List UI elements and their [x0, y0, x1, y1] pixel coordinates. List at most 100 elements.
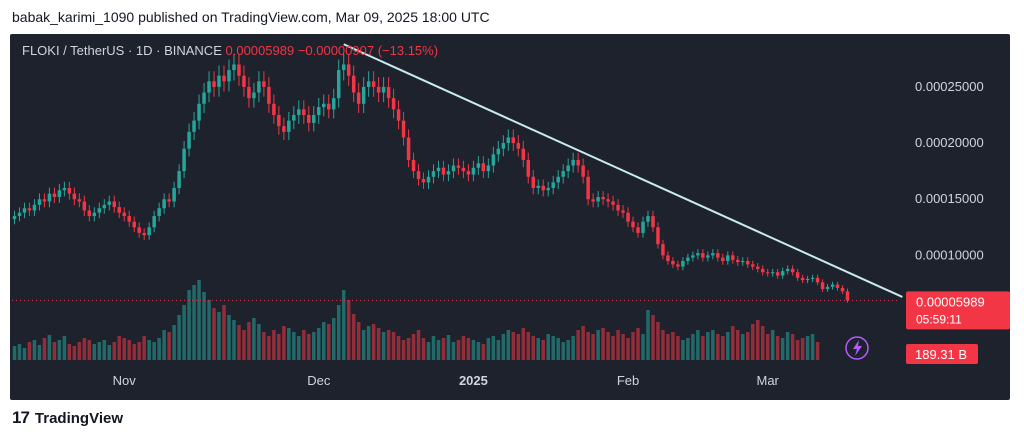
candle-body	[57, 190, 62, 197]
candle-body	[426, 176, 431, 183]
x-tick-label: Feb	[617, 373, 639, 388]
candle-body	[47, 193, 52, 202]
footer-brand[interactable]: 17 TradingView	[12, 408, 123, 428]
candle-body	[227, 70, 231, 82]
candle-body	[661, 244, 665, 256]
volume-bar	[217, 312, 221, 360]
candle-body	[207, 81, 211, 93]
volume-bar	[162, 330, 166, 360]
candle-body	[566, 165, 570, 172]
volume-bar	[396, 336, 401, 360]
volume-bar	[626, 338, 630, 360]
candle-body	[496, 148, 501, 155]
volume-bar	[556, 338, 560, 360]
candle-body	[32, 204, 37, 211]
trendline	[343, 43, 903, 298]
candle-body	[526, 159, 531, 177]
volume-bar	[292, 332, 296, 360]
volume-bar	[207, 300, 211, 360]
volume-bar	[132, 344, 136, 360]
volume-bar	[331, 318, 336, 360]
candle-body	[531, 176, 536, 188]
candle-body	[326, 103, 331, 110]
volume-bar	[576, 330, 580, 360]
price-label-value: 0.00005989	[916, 294, 985, 309]
candle-body	[302, 109, 306, 115]
volume-bar	[775, 336, 780, 360]
candle-body	[127, 216, 131, 222]
candle-body	[341, 64, 346, 71]
candle-body	[421, 179, 426, 183]
candle-body	[82, 201, 87, 211]
volume-bar	[127, 340, 131, 360]
candle-body	[656, 227, 660, 245]
candle-body	[386, 86, 391, 99]
candle-body	[366, 81, 371, 87]
candle-body	[726, 255, 730, 261]
volume-bar	[661, 330, 665, 360]
candle-body	[716, 253, 720, 258]
candle-body	[606, 199, 610, 202]
volume-bar	[750, 324, 755, 360]
candle-body	[731, 255, 735, 260]
volume-bar	[711, 330, 715, 360]
candle-body	[152, 216, 156, 228]
candle-body	[22, 208, 27, 213]
volume-bar	[686, 338, 690, 360]
candle-body	[646, 216, 650, 222]
volume-bar	[317, 328, 321, 360]
volume-bar	[237, 325, 241, 360]
volume-bar	[731, 326, 735, 360]
candle-body	[571, 159, 575, 166]
candle-body	[586, 176, 590, 200]
candle-body	[42, 199, 47, 202]
candle-body	[691, 255, 695, 258]
volume-bar	[651, 315, 655, 360]
candle-body	[411, 159, 416, 172]
price-label-box	[906, 291, 1010, 330]
volume-bar	[262, 332, 266, 360]
candle-body	[466, 171, 471, 175]
candle-body	[561, 171, 565, 177]
candle-body	[312, 115, 316, 123]
candle-body	[506, 137, 511, 144]
candle-body	[476, 163, 481, 168]
volume-bar	[381, 332, 386, 360]
volume-bar	[785, 332, 790, 360]
candle-body	[491, 154, 496, 166]
candle-body	[681, 261, 685, 267]
candle-body	[760, 268, 765, 273]
volume-bar	[526, 332, 531, 360]
candle-body	[835, 284, 840, 288]
candle-body	[217, 75, 221, 87]
volume-bar	[606, 332, 610, 360]
candle-body	[631, 221, 635, 228]
volume-bar	[696, 330, 700, 360]
volume-bar	[790, 334, 795, 360]
candle-body	[840, 287, 845, 292]
chart-panel[interactable]: 0.00025000 0.00020000 0.00015000 0.00010000…	[10, 34, 1010, 400]
volume-bar	[122, 338, 126, 360]
volume-bar	[336, 305, 341, 360]
volume-bar	[611, 336, 615, 360]
candle-body	[242, 75, 246, 87]
candle-body	[336, 70, 341, 99]
candle-body	[197, 103, 201, 121]
volume-bar	[87, 340, 92, 360]
candle-body	[391, 98, 396, 110]
y-tick-label: 0.00020000	[915, 135, 984, 150]
candle-body	[706, 255, 710, 258]
candle-body	[62, 188, 67, 191]
volume-bar	[726, 332, 730, 360]
price-label-countdown: 05:59:11	[916, 312, 962, 326]
price-chart[interactable]: 0.00025000 0.00020000 0.00015000 0.00010000…	[10, 34, 1010, 400]
candle-body	[456, 165, 461, 168]
volume-bar	[17, 344, 22, 360]
volume-bar	[282, 326, 286, 360]
lightning-icon	[845, 336, 869, 360]
volume-bar	[102, 340, 107, 360]
volume-bar	[780, 338, 785, 360]
candle-body	[292, 115, 296, 121]
volume-bar	[436, 340, 441, 360]
candle-body	[182, 148, 186, 172]
